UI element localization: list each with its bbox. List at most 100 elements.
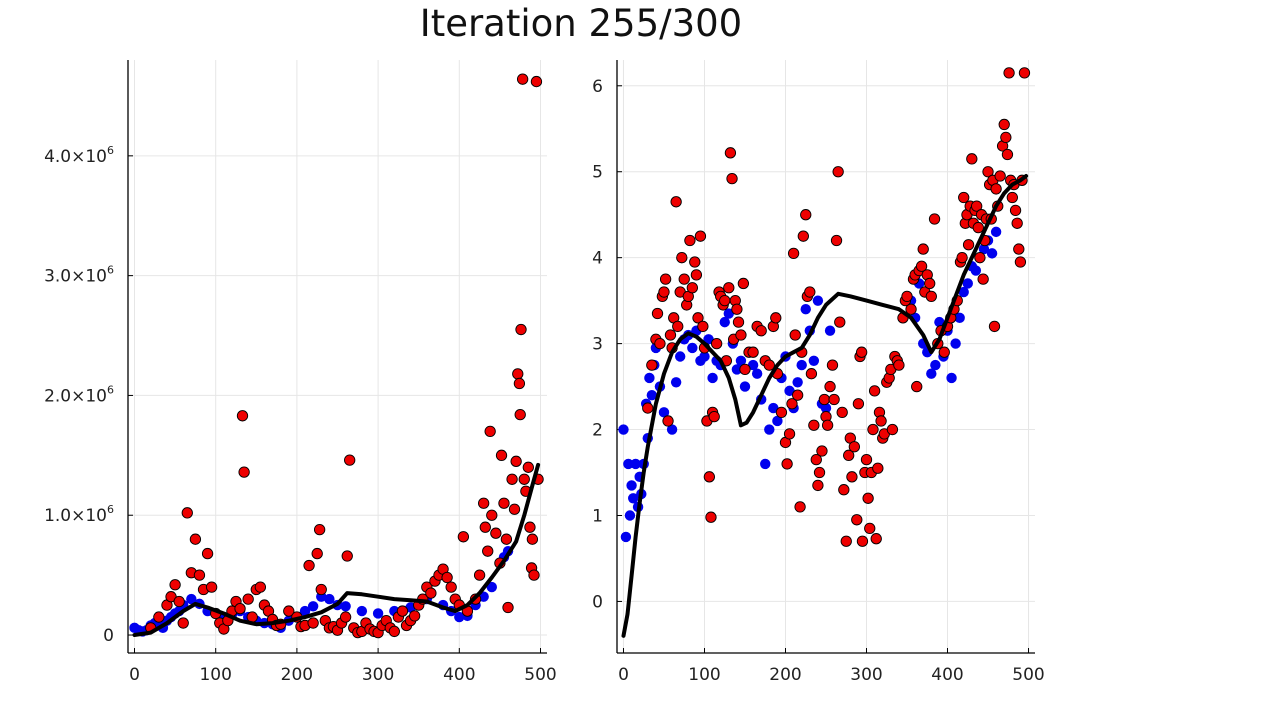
blue-data-point — [719, 316, 730, 328]
y-tick-label: 0 — [592, 592, 603, 612]
red-data-point — [662, 415, 674, 427]
red-data-point — [982, 166, 994, 178]
x-tick-label: 500 — [524, 665, 556, 685]
red-data-point — [812, 479, 824, 492]
red-data-point — [676, 252, 688, 264]
red-data-point — [508, 503, 521, 515]
red-data-point — [526, 533, 539, 545]
red-data-point — [925, 290, 937, 302]
red-data-point — [658, 286, 670, 298]
red-data-point — [697, 320, 709, 333]
red-data-point — [719, 294, 731, 307]
x-tick-label: 200 — [281, 665, 313, 685]
blue-data-point — [324, 593, 335, 605]
red-data-point — [388, 625, 400, 638]
blue-data-point — [772, 415, 783, 427]
red-data-point — [994, 170, 1006, 182]
red-data-point — [482, 545, 494, 557]
red-data-point — [828, 393, 840, 406]
red-data-point — [826, 359, 839, 371]
subplot-2: 0 100 200 300 400 500 0 1 2 3 4 5 6 — [592, 60, 1045, 685]
red-data-point — [972, 221, 984, 234]
red-data-point — [311, 547, 323, 560]
blue-data-point — [820, 402, 832, 414]
red-data-point — [498, 497, 510, 509]
red-data-point — [787, 247, 800, 260]
blue-data-point — [666, 424, 678, 435]
y-tick-label: 0 — [103, 626, 114, 646]
blue-data-point — [946, 372, 957, 384]
blue-data-point — [978, 243, 990, 255]
red-data-point — [818, 393, 831, 406]
red-data-point — [495, 449, 508, 461]
red-data-point — [737, 277, 750, 290]
y-tick-label: 2.0×106 — [44, 383, 114, 406]
red-data-point — [181, 507, 193, 519]
red-data-point — [445, 581, 457, 593]
red-data-point — [510, 455, 522, 467]
blue-data-point — [812, 295, 824, 306]
red-data-point — [1000, 131, 1012, 143]
red-data-point — [840, 535, 852, 547]
red-data-point — [928, 213, 941, 225]
y-tick-label: 3.0×106 — [44, 264, 114, 287]
red-data-point — [484, 425, 496, 438]
red-data-point — [642, 402, 654, 414]
blue-data-point — [731, 364, 743, 375]
red-data-point — [478, 497, 490, 509]
blue-data-point — [674, 351, 686, 362]
red-data-point — [838, 484, 850, 496]
red-data-point — [502, 601, 514, 614]
red-data-point — [770, 312, 782, 324]
x-tick-label: 400 — [931, 665, 963, 685]
red-data-point — [747, 346, 759, 358]
red-data-point — [901, 290, 913, 302]
red-data-point — [816, 445, 828, 457]
red-data-point — [500, 533, 513, 545]
blue-data-point — [628, 493, 639, 504]
red-data-point — [654, 337, 666, 350]
blue-data-point — [796, 359, 807, 371]
red-data-point — [201, 547, 214, 560]
red-data-point — [686, 282, 698, 294]
fit-curve — [621, 174, 1029, 638]
red-data-point — [530, 75, 543, 88]
red-data-point — [514, 408, 526, 421]
red-data-point — [664, 329, 677, 341]
red-data-point — [408, 610, 421, 622]
red-data-point — [739, 363, 751, 376]
x-tick-label: 500 — [1012, 665, 1044, 685]
red-data-point — [689, 256, 701, 268]
blue-data-point — [186, 593, 197, 605]
blue-data-point — [735, 355, 747, 366]
red-data-point — [705, 511, 717, 523]
red-data-point — [805, 368, 818, 380]
blue-data-point — [930, 359, 941, 371]
blue-data-point — [644, 372, 655, 384]
red-data-point — [193, 569, 206, 581]
y-tick-label: 6 — [592, 77, 603, 97]
red-data-point — [646, 359, 658, 371]
red-data-point — [821, 419, 834, 431]
red-data-point — [518, 473, 530, 485]
blue-data-point — [626, 480, 637, 491]
red-data-point — [848, 441, 861, 453]
red-data-point — [457, 531, 470, 543]
red-data-point — [315, 583, 327, 596]
red-data-point — [834, 316, 846, 328]
blue-data-point — [618, 424, 629, 435]
blue-data-point — [760, 458, 771, 470]
red-data-point — [723, 282, 735, 294]
blue-data-point — [703, 334, 714, 345]
red-data-point — [236, 410, 249, 422]
red-data-point — [516, 73, 529, 85]
x-tick-label: 400 — [443, 665, 475, 685]
red-data-point — [169, 579, 181, 591]
red-data-point — [396, 605, 409, 617]
red-data-point — [843, 449, 855, 461]
red-data-point — [651, 307, 664, 320]
red-data-point — [905, 303, 917, 315]
red-data-point — [856, 535, 869, 547]
red-data-point — [1011, 217, 1023, 229]
red-data-point — [797, 230, 809, 242]
